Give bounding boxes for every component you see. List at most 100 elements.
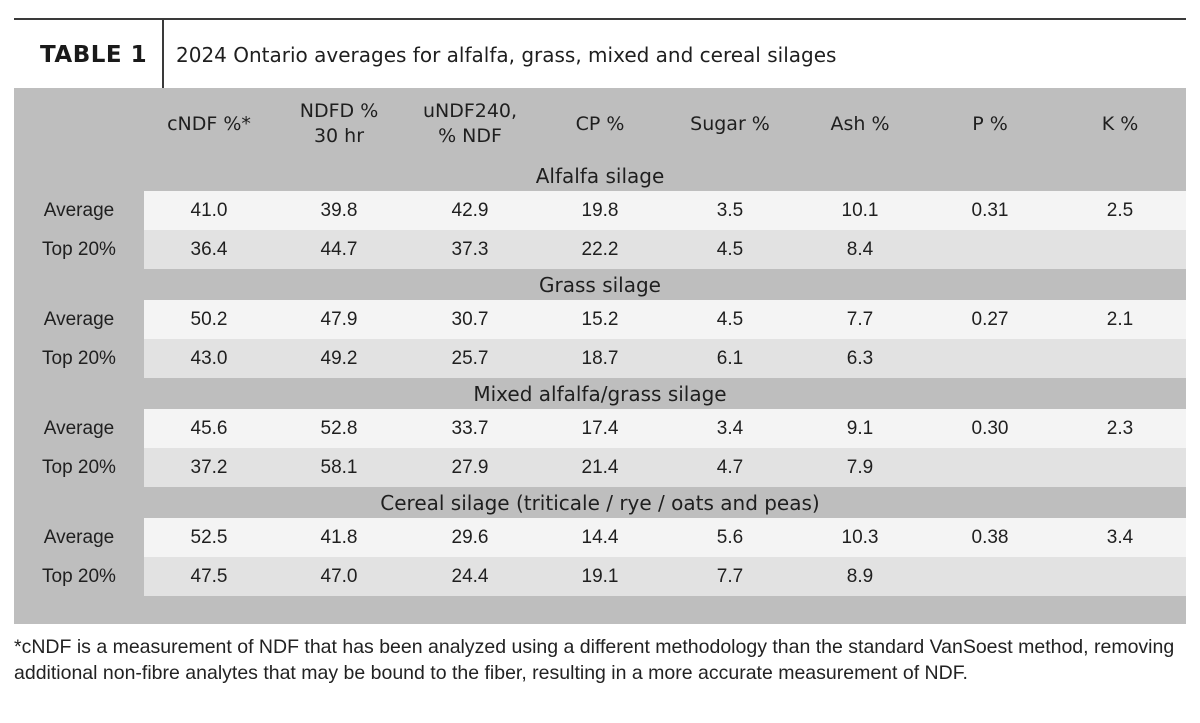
table-cell: 42.9 bbox=[451, 199, 489, 221]
column-header: cNDF %* bbox=[144, 88, 274, 160]
table-cell: 43.0 bbox=[190, 347, 228, 369]
table-cell: 27.9 bbox=[451, 456, 489, 478]
table-cell: 10.3 bbox=[841, 526, 879, 548]
table-cell: 45.6 bbox=[190, 417, 228, 439]
table-cell: 0.38 bbox=[971, 526, 1009, 548]
table-cell bbox=[925, 339, 1055, 378]
table-cell: 7.9 bbox=[846, 456, 874, 478]
table-cell bbox=[925, 557, 1055, 596]
table-cell: 6.3 bbox=[846, 347, 874, 369]
column-header: CP % bbox=[535, 88, 665, 160]
table-cell: 47.9 bbox=[320, 308, 358, 330]
table-cell: 19.1 bbox=[581, 565, 619, 587]
table-cell: 21.4 bbox=[581, 456, 619, 478]
row-label: Top 20% bbox=[42, 238, 116, 260]
table-cell: 0.27 bbox=[971, 308, 1009, 330]
section-title: Mixed alfalfa/grass silage bbox=[473, 382, 727, 406]
table-cell: 7.7 bbox=[846, 308, 874, 330]
column-header-line: % NDF bbox=[438, 125, 502, 147]
table-footnote: *cNDF is a measurement of NDF that has b… bbox=[14, 636, 1175, 684]
row-band bbox=[144, 230, 1186, 269]
table-number-label: TABLE 1 bbox=[14, 20, 164, 90]
table-cell bbox=[1055, 448, 1185, 487]
row-label: Top 20% bbox=[42, 565, 116, 587]
row-label: Average bbox=[43, 308, 115, 330]
table-cell bbox=[925, 230, 1055, 269]
column-header-line: Sugar % bbox=[690, 112, 770, 135]
row-band bbox=[144, 448, 1186, 487]
table-cell: 3.5 bbox=[716, 199, 744, 221]
column-header-line: K % bbox=[1101, 112, 1139, 135]
row-band bbox=[144, 191, 1186, 230]
table-cell: 18.7 bbox=[581, 347, 619, 369]
column-header: P % bbox=[925, 88, 1055, 160]
table-title: 2024 Ontario averages for alfalfa, grass… bbox=[176, 43, 837, 67]
row-band bbox=[144, 300, 1186, 339]
table-title-bar: TABLE 1 2024 Ontario averages for alfalf… bbox=[14, 18, 1186, 90]
table-row: Average 52.5 41.8 29.6 14.4 5.6 10.3 0.38 3.4 bbox=[14, 518, 1186, 557]
table-cell: 7.7 bbox=[716, 565, 744, 587]
table-cell: 52.8 bbox=[320, 417, 358, 439]
table-row: Average 41.0 39.8 42.9 19.8 3.5 10.1 0.31 2.5 bbox=[14, 191, 1186, 230]
table-cell: 14.4 bbox=[581, 526, 619, 548]
table-cell: 5.6 bbox=[716, 526, 744, 548]
table-cell bbox=[1055, 557, 1185, 596]
section-title: Cereal silage (triticale / rye / oats an… bbox=[380, 491, 820, 515]
table-cell: 0.31 bbox=[971, 199, 1009, 221]
column-header-line: P % bbox=[972, 112, 1008, 135]
row-label: Average bbox=[43, 417, 115, 439]
table-row: Top 20% 37.2 58.1 27.9 21.4 4.7 7.9 bbox=[14, 448, 1186, 487]
table-cell: 3.4 bbox=[1106, 526, 1134, 548]
column-header: Sugar % bbox=[665, 88, 795, 160]
table-cell: 41.8 bbox=[320, 526, 358, 548]
section-title: Alfalfa silage bbox=[535, 164, 665, 188]
column-header: NDFD % 30 hr bbox=[274, 88, 404, 160]
table-cell: 29.6 bbox=[451, 526, 489, 548]
table-cell: 58.1 bbox=[320, 456, 358, 478]
table-cell: 3.4 bbox=[716, 417, 744, 439]
column-header-line: cNDF %* bbox=[167, 112, 251, 135]
table-cell: 49.2 bbox=[320, 347, 358, 369]
table-cell bbox=[1055, 230, 1185, 269]
table-cell: 4.5 bbox=[716, 238, 744, 260]
column-header-line: uNDF240, bbox=[422, 100, 518, 122]
row-band bbox=[144, 409, 1186, 448]
table-cell: 22.2 bbox=[581, 238, 619, 260]
table-cell: 50.2 bbox=[190, 308, 228, 330]
table-cell: 2.3 bbox=[1106, 417, 1134, 439]
table-cell: 15.2 bbox=[581, 308, 619, 330]
column-header-line: NDFD % bbox=[299, 100, 379, 122]
row-label: Top 20% bbox=[42, 347, 116, 369]
table-cell: 9.1 bbox=[846, 417, 874, 439]
table-cell: 41.0 bbox=[190, 199, 228, 221]
table-cell: 24.4 bbox=[451, 565, 489, 587]
table-cell: 30.7 bbox=[451, 308, 489, 330]
table-cell bbox=[925, 448, 1055, 487]
column-header-line: Ash % bbox=[830, 112, 890, 135]
table-cell: 36.4 bbox=[190, 238, 228, 260]
row-label: Average bbox=[43, 199, 115, 221]
table-cell bbox=[1055, 339, 1185, 378]
row-band bbox=[144, 518, 1186, 557]
row-band bbox=[144, 557, 1186, 596]
table-cell: 8.9 bbox=[846, 565, 874, 587]
column-header: uNDF240, % NDF bbox=[405, 88, 535, 160]
table-cell: 37.3 bbox=[451, 238, 489, 260]
table-cell: 47.0 bbox=[320, 565, 358, 587]
column-header-line: CP % bbox=[575, 112, 625, 135]
table-cell: 25.7 bbox=[451, 347, 489, 369]
table-cell: 17.4 bbox=[581, 417, 619, 439]
table-cell: 39.8 bbox=[320, 199, 358, 221]
table-cell: 4.5 bbox=[716, 308, 744, 330]
table-cell: 2.1 bbox=[1106, 308, 1134, 330]
table-cell: 6.1 bbox=[716, 347, 744, 369]
table-row: Top 20% 36.4 44.7 37.3 22.2 4.5 8.4 bbox=[14, 230, 1186, 269]
table-cell: 19.8 bbox=[581, 199, 619, 221]
table-cell: 44.7 bbox=[320, 238, 358, 260]
section-title: Grass silage bbox=[539, 273, 661, 297]
table-header-row: cNDF %* NDFD % 30 hr uNDF240, % NDF CP % Sugar… bbox=[14, 88, 1186, 160]
table-cell: 0.30 bbox=[971, 417, 1009, 439]
table-cell: 10.1 bbox=[841, 199, 879, 221]
column-header: Ash % bbox=[795, 88, 925, 160]
row-band bbox=[144, 339, 1186, 378]
